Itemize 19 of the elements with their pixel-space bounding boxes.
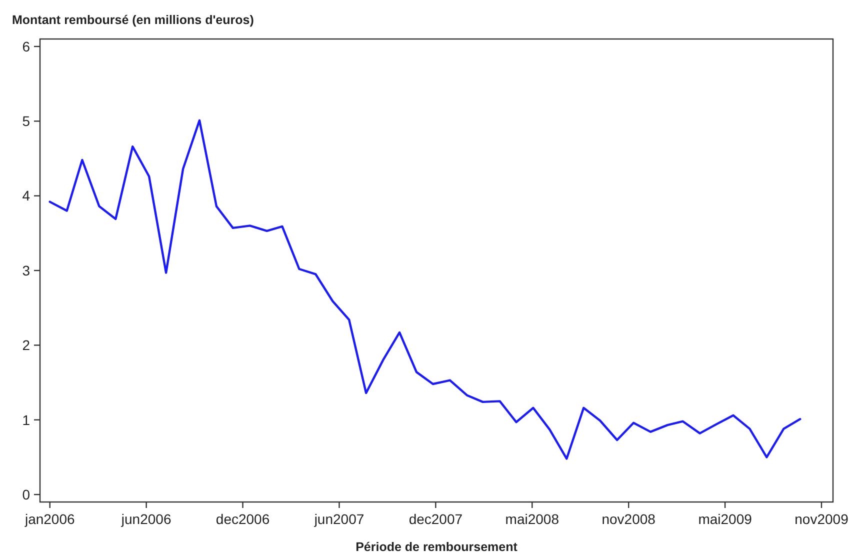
y-tick-label: 2: [22, 337, 30, 354]
x-tick-label: dec2006: [216, 511, 270, 527]
y-tick-label: 5: [22, 113, 30, 130]
y-tick-label: 4: [22, 188, 30, 204]
y-tick-label: 1: [22, 412, 30, 428]
x-tick-label: mai2009: [698, 511, 752, 527]
x-tick-label: dec2007: [408, 511, 463, 527]
y-tick-label: 0: [22, 486, 30, 502]
y-axis-title: Montant remboursé (en millions d'euros): [12, 13, 254, 27]
line-series: [48, 119, 802, 460]
x-tick-label: nov2009: [794, 511, 849, 527]
x-tick-label: nov2008: [602, 511, 656, 527]
y-tick-label: 6: [22, 38, 30, 54]
x-axis-title: Période de remboursement: [356, 540, 518, 554]
x-tick-label: mai2008: [505, 511, 560, 527]
x-tick-label: jun2006: [120, 511, 172, 527]
x-tick-label: jun2007: [313, 511, 364, 527]
y-tick-label: 3: [22, 262, 30, 278]
x-tick-label: jan2006: [24, 511, 75, 527]
